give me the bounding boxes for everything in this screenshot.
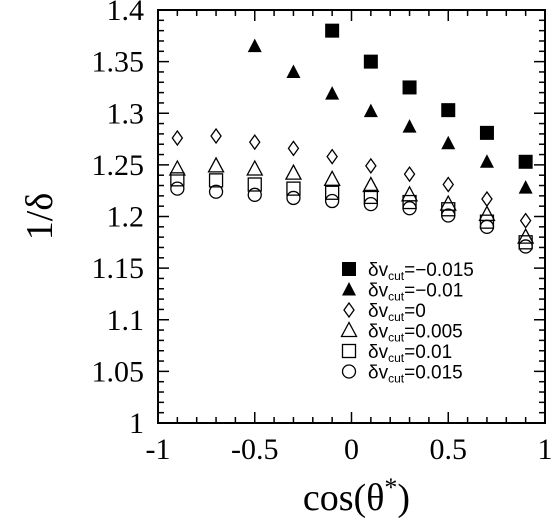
data-point xyxy=(286,64,301,78)
y-tick-label: 1.3 xyxy=(107,97,145,130)
data-point xyxy=(441,202,456,217)
data-point xyxy=(441,135,456,150)
data-point xyxy=(247,187,262,202)
data-point xyxy=(479,125,494,140)
series-5 xyxy=(170,172,533,250)
x-tick-label: 1 xyxy=(538,433,553,466)
data-point xyxy=(363,196,379,212)
data-point xyxy=(400,185,419,202)
x-tick-labels: -1 -0.5 0 0.5 1 xyxy=(146,433,553,466)
data-point xyxy=(518,235,533,250)
legend-item: δvcut=0.015 xyxy=(341,363,463,386)
y-tick-labels: 1 1.05 1.1 1.15 1.2 1.25 1.3 1.35 1.4 xyxy=(92,0,145,440)
data-point xyxy=(326,148,338,165)
legend-item: δvcut=0 xyxy=(343,301,426,324)
series-3 xyxy=(171,127,532,229)
series-1 xyxy=(325,23,533,169)
legend-marker xyxy=(343,301,355,319)
legend-label: δvcut=−0.015 xyxy=(368,260,474,283)
y-tick-label: 1.4 xyxy=(107,0,145,27)
data-point xyxy=(246,159,264,176)
series-6 xyxy=(170,181,533,254)
data-point xyxy=(284,163,303,180)
data-point xyxy=(208,184,224,199)
series-2 xyxy=(247,38,533,194)
y-tick-label: 1.1 xyxy=(107,304,145,337)
legend-item: δvcut=0.01 xyxy=(341,342,452,365)
data-point xyxy=(442,176,455,193)
x-tick-label: 0 xyxy=(344,433,359,466)
legend-item: δvcut=0.005 xyxy=(340,321,463,345)
data-point xyxy=(402,194,417,210)
legend-marker xyxy=(341,343,357,359)
data-point xyxy=(479,219,495,234)
axis-ticks xyxy=(157,9,546,424)
legend-marker xyxy=(340,321,358,338)
legend-marker xyxy=(341,364,357,379)
data-point xyxy=(363,54,378,69)
data-point xyxy=(325,86,340,100)
data-point xyxy=(518,154,533,169)
legend-item: δvcut=−0.01 xyxy=(342,281,463,304)
data-point xyxy=(402,80,417,95)
data-point xyxy=(403,166,416,183)
data-point xyxy=(168,159,186,176)
data-point xyxy=(441,208,456,223)
y-axis-label: 1/δ xyxy=(19,193,61,240)
legend-label: δvcut=−0.01 xyxy=(368,281,463,304)
data-point xyxy=(171,129,184,147)
data-point xyxy=(402,201,417,216)
data-point xyxy=(365,157,377,175)
x-tick-label: 0.5 xyxy=(430,433,468,466)
data-markers xyxy=(168,23,535,254)
legend-item: δvcut=−0.015 xyxy=(342,260,474,283)
data-point xyxy=(170,181,185,196)
data-point xyxy=(481,190,493,208)
data-point xyxy=(247,38,262,53)
x-tick-label: -0.5 xyxy=(231,433,279,466)
legend-label: δvcut=0.005 xyxy=(368,322,463,345)
plot-frame xyxy=(157,9,546,424)
data-point xyxy=(248,134,261,151)
data-point xyxy=(518,180,533,194)
legend: δvcut=−0.015δvcut=−0.01δvcut=0δvcut=0.00… xyxy=(340,260,474,386)
data-point xyxy=(519,212,532,229)
data-point xyxy=(324,185,340,200)
data-point xyxy=(479,154,494,168)
data-point xyxy=(402,119,417,133)
data-point xyxy=(247,177,262,192)
data-point xyxy=(363,189,379,205)
y-tick-label: 1.2 xyxy=(107,201,145,234)
legend-label: δvcut=0 xyxy=(368,301,426,324)
y-tick-label: 1.15 xyxy=(92,252,145,285)
data-point xyxy=(441,103,456,118)
data-point xyxy=(287,140,300,157)
data-point xyxy=(479,214,495,229)
legend-marker xyxy=(342,262,356,276)
data-point xyxy=(286,181,301,196)
data-point xyxy=(286,190,301,206)
data-point xyxy=(170,172,185,187)
y-tick-label: 1.35 xyxy=(92,46,145,79)
data-point xyxy=(323,169,341,186)
x-axis-label: cos(θ*) xyxy=(303,473,410,519)
y-tick-label: 1.05 xyxy=(92,355,145,388)
data-point xyxy=(210,127,222,145)
data-point xyxy=(208,173,224,188)
data-point xyxy=(207,156,225,173)
data-point xyxy=(363,103,378,118)
legend-label: δvcut=0.015 xyxy=(368,363,463,386)
legend-label: δvcut=0.01 xyxy=(368,342,452,365)
data-point xyxy=(478,205,496,222)
y-tick-label: 1.25 xyxy=(92,149,145,182)
data-point xyxy=(325,23,340,38)
data-point xyxy=(324,193,340,209)
data-point xyxy=(362,176,380,193)
data-point xyxy=(518,239,533,254)
x-tick-label: -1 xyxy=(146,433,171,466)
legend-marker xyxy=(342,282,356,296)
series-4 xyxy=(168,156,535,244)
y-tick-label: 1 xyxy=(129,407,144,440)
